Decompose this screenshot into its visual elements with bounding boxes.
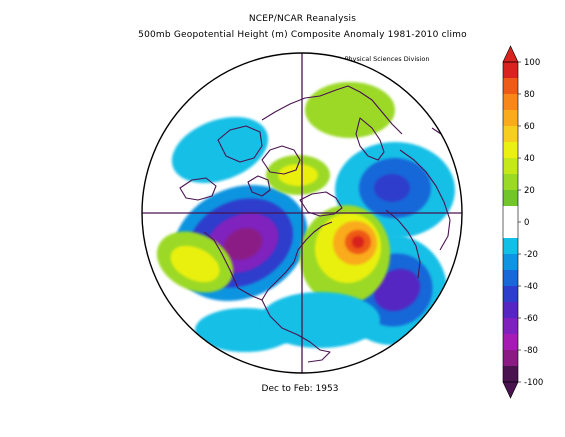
coastline-segment: [399, 149, 451, 251]
colorbar-tick-label: -40: [524, 282, 538, 292]
anomaly-map: [141, 52, 463, 374]
colorbar-bin: [503, 78, 518, 94]
coastline-segment: [237, 287, 331, 363]
colorbar-bin: [503, 94, 518, 110]
colorbar-bin: [503, 366, 518, 382]
colorbar-tick-label: -80: [524, 346, 538, 356]
colorbar-tick-label: 20: [524, 186, 535, 196]
coastline-segment: [203, 231, 239, 289]
coastline-segment: [261, 85, 403, 135]
coastline-segment: [179, 177, 217, 201]
chart-subtitle: 500mb Geopotential Height (m) Composite …: [138, 30, 467, 40]
colorbar-tick-label: -60: [524, 314, 538, 324]
colorbar-bin: [503, 254, 518, 270]
colorbar-bin: [503, 110, 518, 126]
anomaly-contour-arctic-high: [305, 82, 395, 138]
colorbar-bin: [503, 350, 518, 366]
colorbar-bin: [503, 286, 518, 302]
anomaly-contour-alaska-low: [171, 117, 269, 183]
coastline-segment: [355, 117, 385, 161]
colorbar-tick-label: 100: [524, 58, 540, 68]
period-caption: Dec to Feb: 1953: [261, 384, 339, 394]
anomaly-contour-atlantic-high-core: [352, 236, 364, 248]
colorbar-bin: [503, 238, 518, 254]
colorbar-tick-label: -20: [524, 250, 538, 260]
coastline-segment: [261, 221, 333, 301]
coastline-segment: [261, 145, 301, 175]
colorbar-bin: [503, 206, 518, 238]
anomaly-field: [156, 82, 455, 352]
coastline-segment: [247, 175, 271, 197]
colorbar-tick-label: 80: [524, 90, 535, 100]
colorbar: 100 80 60 40 20 0 -20 -40 -60 -80 -100: [502, 45, 543, 399]
colorbar-bin: [503, 190, 518, 206]
colorbar-max-arrow: [502, 45, 519, 63]
colorbar-min-arrow: [502, 381, 519, 399]
colorbar-bin: [503, 158, 518, 174]
anomaly-contour-pacific-high-core: [170, 245, 220, 283]
anomaly-contour-siberia-low-core: [374, 174, 410, 202]
colorbar-bin: [503, 126, 518, 142]
colorbar-tick-label: 0: [524, 218, 529, 228]
coastline-segment: [385, 209, 421, 279]
colorbar-bin: [503, 334, 518, 350]
anomaly-contour-hudson-high-core: [278, 164, 318, 186]
colorbar-bin: [503, 62, 518, 78]
coastline-segment: [217, 125, 263, 163]
anomaly-contour-subtropic-low: [260, 292, 380, 348]
anomaly-contour-pacific-low-core: [223, 227, 263, 261]
colorbar-bin: [503, 302, 518, 318]
credit-label: NOAA/ESRL Physical Sciences Division: [305, 55, 430, 63]
colorbar-bin: [503, 270, 518, 286]
colorbar-bin: [503, 142, 518, 158]
colorbar-tick-label: 60: [524, 122, 535, 132]
colorbar-bin: [503, 318, 518, 334]
map-border: [141, 52, 463, 374]
coastlines: [179, 85, 457, 363]
colorbar-tick-label: -100: [524, 378, 543, 388]
anomaly-contour-atlantic-low-core: [373, 268, 421, 312]
chart-title: NCEP/NCAR Reanalysis: [248, 14, 357, 24]
colorbar-tick-label: 40: [524, 154, 535, 164]
colorbar-bin: [503, 174, 518, 190]
